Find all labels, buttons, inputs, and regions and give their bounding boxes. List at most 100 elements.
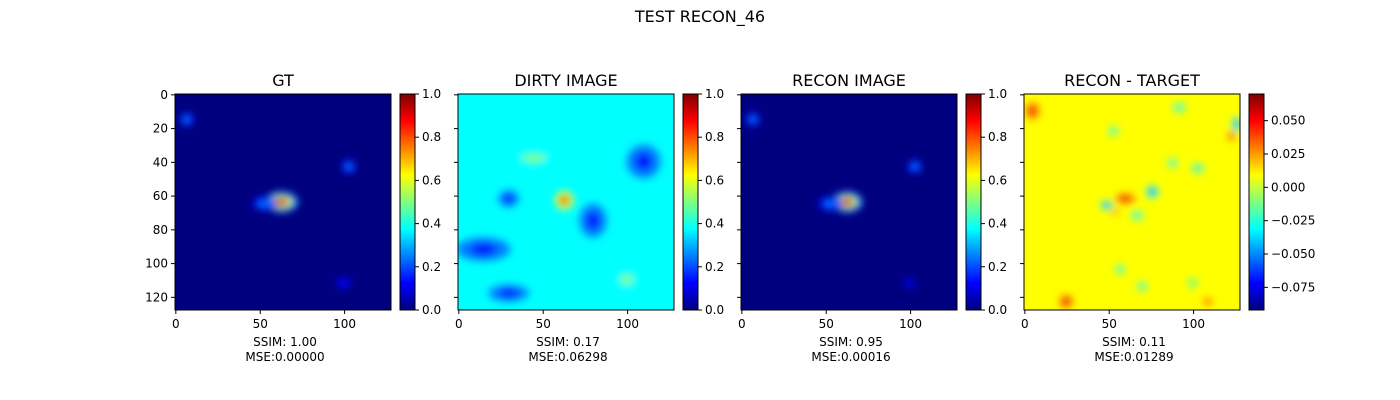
colorbar-tick-label: −0.075 [1271, 280, 1315, 294]
heatmap-blob [342, 281, 346, 285]
x-tick-label: 0 [455, 317, 463, 331]
heatmap-blob [1191, 281, 1195, 285]
mse-caption: MSE:0.06298 [528, 350, 607, 364]
heatmap-image [741, 94, 957, 310]
colorbar-tick-label: 0.0 [988, 303, 1007, 317]
heatmap-image [175, 94, 391, 310]
heatmap-blob [347, 164, 351, 169]
heatmap-blob [503, 291, 514, 296]
x-tick-label: 50 [536, 317, 551, 331]
colorbar-tick-label: 0.2 [988, 260, 1007, 274]
heatmap-blob [1122, 197, 1128, 200]
colorbar-tick-label: 0.4 [705, 217, 724, 231]
colorbar-tick-label: 0.0 [422, 303, 441, 317]
x-tick-label: 100 [616, 317, 639, 331]
axes-frame [740, 93, 958, 311]
heatmap-blob [1230, 134, 1233, 138]
panel-1: GT 0 50 100 0 20 40 60 80 100 120 SSIM: 1.00MSE:0.0… [145, 71, 441, 364]
y-tick-label: 60 [153, 189, 168, 203]
colorbar-tick-label: 0.050 [1271, 114, 1305, 128]
heatmap-blob [277, 199, 286, 205]
heatmap-blob [185, 117, 189, 121]
colorbar-tick-label: 1.0 [988, 87, 1007, 101]
heatmap-blob [589, 216, 597, 225]
figure-title: TEST RECON_46 [634, 7, 765, 27]
colorbar-tick-label: 1.0 [422, 87, 441, 101]
panel-title: DIRTY IMAGE [514, 71, 617, 90]
y-tick-label: 120 [145, 290, 168, 304]
heatmap-blob [1196, 166, 1200, 170]
panel-title: RECON - TARGET [1064, 71, 1200, 90]
heatmap-blob [1064, 299, 1068, 304]
heatmap-image [1024, 94, 1240, 310]
heatmap-blob [1235, 122, 1238, 127]
colorbar-tick-label: 0.025 [1271, 147, 1305, 161]
colorbar-tick-label: −0.050 [1271, 247, 1315, 261]
heatmap-blob [528, 156, 540, 161]
colorbar-tick-label: 0.2 [705, 260, 724, 274]
colorbar [965, 93, 982, 311]
colorbar-tick-label: 0.0 [705, 303, 724, 317]
colorbar-tick-label: 0.6 [988, 173, 1007, 187]
heatmap-blob [1206, 300, 1210, 303]
heatmap-blob [1030, 108, 1035, 113]
x-tick-label: 100 [1182, 317, 1205, 331]
heatmap-image [458, 94, 674, 310]
y-tick-label: 20 [153, 122, 168, 136]
x-tick-label: 100 [899, 317, 922, 331]
colorbar-tick-label: 0.2 [422, 260, 441, 274]
heatmap-blob [908, 281, 912, 285]
ssim-caption: SSIM: 1.00 [253, 335, 317, 349]
mse-caption: MSE:0.00000 [245, 350, 324, 364]
mse-caption: MSE:0.00016 [811, 350, 890, 364]
x-tick-label: 0 [1021, 317, 1029, 331]
heatmap-blob [843, 199, 852, 205]
x-tick-label: 100 [333, 317, 356, 331]
axes-frame [457, 93, 675, 311]
heatmap-blob [1105, 204, 1109, 207]
colorbar-tick-label: 0.4 [422, 217, 441, 231]
colorbar-tick-label: 0.8 [422, 130, 441, 144]
ssim-caption: SSIM: 0.11 [1102, 335, 1166, 349]
y-tick-label: 100 [145, 257, 168, 271]
colorbar-tick-label: 0.8 [705, 130, 724, 144]
heatmap-blob [1150, 190, 1154, 194]
colorbar-tick-label: 0.000 [1271, 180, 1305, 194]
y-tick-label: 0 [160, 88, 168, 102]
heatmap-blob [561, 197, 567, 203]
colorbar-tick-label: 1.0 [705, 87, 724, 101]
panel-title: RECON IMAGE [792, 71, 906, 90]
heatmap-blob [1177, 106, 1181, 109]
x-tick-label: 50 [253, 317, 268, 331]
axes-frame [174, 93, 392, 311]
colorbar [682, 93, 699, 311]
heatmap-blob [1118, 268, 1122, 271]
colorbar-tick-label: 0.6 [705, 173, 724, 187]
colorbar-tick-label: −0.025 [1271, 214, 1315, 228]
heatmap-blob [1135, 214, 1139, 217]
ssim-caption: SSIM: 0.17 [536, 335, 600, 349]
y-tick-label: 40 [153, 155, 168, 169]
heatmap-blob [639, 157, 648, 166]
colorbar-tick-label: 0.8 [988, 130, 1007, 144]
heatmap-blob [476, 246, 491, 253]
colorbar [1248, 93, 1265, 311]
heatmap-blob [1140, 285, 1144, 288]
panel-title: GT [272, 71, 294, 90]
mse-caption: MSE:0.01289 [1094, 350, 1173, 364]
heatmap-blob [1112, 129, 1115, 133]
y-tick-label: 80 [153, 223, 168, 237]
colorbar-tick-label: 0.4 [988, 217, 1007, 231]
heatmap-blob [1171, 161, 1174, 165]
x-tick-label: 0 [172, 317, 180, 331]
colorbar-tick-label: 0.6 [422, 173, 441, 187]
heatmap-blob [261, 202, 268, 206]
heatmap-blob [1113, 211, 1117, 214]
ssim-caption: SSIM: 0.95 [819, 335, 883, 349]
heatmap-blob [506, 196, 512, 201]
heatmap-blob [827, 202, 834, 206]
x-tick-label: 50 [1102, 317, 1117, 331]
